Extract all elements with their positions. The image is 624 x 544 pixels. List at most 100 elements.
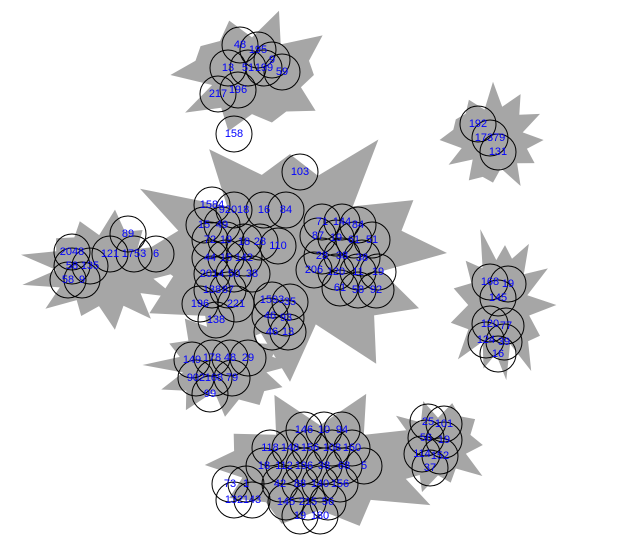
node-label-38: 38 bbox=[356, 252, 368, 264]
node-label-79: 79 bbox=[226, 372, 238, 384]
node-label-93: 93 bbox=[280, 312, 292, 324]
node-label-18: 18 bbox=[258, 460, 270, 472]
node-label-61: 61 bbox=[348, 234, 360, 246]
node-label-35: 35 bbox=[284, 296, 296, 308]
node-label-124: 124 bbox=[477, 334, 495, 346]
node-label-38: 38 bbox=[336, 250, 348, 262]
node-label-15: 15 bbox=[220, 252, 232, 264]
node-label-131: 131 bbox=[489, 146, 507, 158]
node-label-44: 44 bbox=[204, 252, 216, 264]
node-label-215: 215 bbox=[299, 496, 317, 508]
node-label-89: 89 bbox=[122, 228, 134, 240]
node-label-1753: 1753 bbox=[122, 248, 146, 260]
node-label-110: 110 bbox=[269, 240, 287, 252]
node-label-112: 112 bbox=[275, 460, 293, 472]
node-label-68: 68 bbox=[338, 460, 350, 472]
node-label-140: 140 bbox=[311, 478, 329, 490]
node-label-38: 38 bbox=[318, 460, 330, 472]
node-label-72: 72 bbox=[204, 234, 216, 246]
node-label-6: 6 bbox=[153, 248, 159, 260]
node-label-16: 16 bbox=[258, 204, 270, 216]
node-label-160: 160 bbox=[343, 442, 361, 454]
node-label-135: 135 bbox=[81, 260, 99, 272]
node-label-902: 902 bbox=[187, 372, 205, 384]
node-label-84: 84 bbox=[280, 204, 292, 216]
node-label-19: 19 bbox=[330, 232, 342, 244]
node-label-19: 19 bbox=[502, 278, 514, 290]
node-label-73: 73 bbox=[224, 478, 236, 490]
node-label-145: 145 bbox=[277, 496, 295, 508]
node-label-15: 15 bbox=[198, 219, 210, 231]
node-label-61: 61 bbox=[334, 282, 346, 294]
node-label-19: 19 bbox=[220, 234, 232, 246]
node-label-49: 49 bbox=[216, 219, 228, 231]
node-label-1: 1 bbox=[243, 478, 249, 490]
node-label-19: 19 bbox=[294, 510, 306, 522]
node-label-196: 196 bbox=[229, 84, 247, 96]
node-label-101: 101 bbox=[435, 418, 453, 430]
node-label-51: 51 bbox=[242, 62, 254, 74]
node-label-18: 18 bbox=[238, 236, 250, 248]
node-label-132: 132 bbox=[225, 494, 243, 506]
node-label-50: 50 bbox=[228, 268, 240, 280]
node-label-143: 143 bbox=[243, 494, 261, 506]
node-label-42: 42 bbox=[274, 478, 286, 490]
node-label-121: 121 bbox=[101, 248, 119, 260]
node-label-99: 99 bbox=[204, 388, 216, 400]
node-label-118: 118 bbox=[261, 442, 279, 454]
node-label-158: 158 bbox=[225, 128, 243, 140]
node-label-28: 28 bbox=[254, 236, 266, 248]
node-label-13: 13 bbox=[222, 62, 234, 74]
node-label-37: 37 bbox=[424, 462, 436, 474]
node-label-142: 142 bbox=[235, 252, 253, 264]
node-label-206: 206 bbox=[305, 264, 323, 276]
node-label-144: 144 bbox=[333, 216, 351, 228]
node-label-108: 108 bbox=[323, 442, 341, 454]
node-label-168: 168 bbox=[205, 372, 223, 384]
node-label-168: 168 bbox=[481, 276, 499, 288]
node-label-59: 59 bbox=[276, 66, 288, 78]
node-label-221: 221 bbox=[227, 298, 245, 310]
node-label-56: 56 bbox=[420, 432, 432, 444]
node-label-13: 13 bbox=[282, 326, 294, 338]
node-label-148: 148 bbox=[281, 442, 299, 454]
node-label-138: 138 bbox=[203, 284, 221, 296]
node-label-58: 58 bbox=[352, 284, 364, 296]
node-label-138: 138 bbox=[207, 314, 225, 326]
node-label-11: 11 bbox=[352, 266, 363, 278]
node-label-1593: 1593 bbox=[260, 294, 284, 306]
node-label-199: 199 bbox=[255, 62, 273, 74]
node-label-152: 152 bbox=[431, 450, 449, 462]
node-label-10: 10 bbox=[318, 424, 330, 436]
node-label-217: 217 bbox=[209, 88, 227, 100]
node-label-87: 87 bbox=[222, 284, 234, 296]
node-label-84: 84 bbox=[352, 219, 364, 231]
node-label-29: 29 bbox=[242, 352, 254, 364]
node-label-146: 146 bbox=[295, 424, 313, 436]
node-label-46: 46 bbox=[266, 326, 278, 338]
node-label-48: 48 bbox=[234, 39, 246, 51]
node-label-19: 19 bbox=[372, 266, 384, 278]
node-label-51: 51 bbox=[366, 234, 378, 246]
node-label-25: 25 bbox=[422, 416, 434, 428]
node-label-48: 48 bbox=[224, 352, 236, 364]
node-label-28: 28 bbox=[316, 250, 328, 262]
node-label-178: 178 bbox=[203, 352, 221, 364]
node-label-2048: 2048 bbox=[60, 246, 84, 258]
node-label-149: 149 bbox=[183, 354, 201, 366]
node-label-94: 94 bbox=[336, 424, 348, 436]
node-label-39: 39 bbox=[498, 336, 510, 348]
node-label-58: 58 bbox=[62, 274, 74, 286]
node-label-120: 120 bbox=[481, 318, 499, 330]
node-label-87: 87 bbox=[312, 230, 324, 242]
node-label-71: 71 bbox=[316, 216, 328, 228]
node-label-77: 77 bbox=[500, 320, 512, 332]
node-label-156: 156 bbox=[301, 442, 319, 454]
node-label-17379: 17379 bbox=[475, 132, 506, 144]
node-label-180: 180 bbox=[311, 510, 329, 522]
node-label-88: 88 bbox=[294, 478, 306, 490]
node-label-58: 58 bbox=[66, 260, 78, 272]
node-label-192: 192 bbox=[469, 118, 487, 130]
node-label-92: 92 bbox=[370, 284, 382, 296]
network-diagram: 1581921737913148195913511995919621710389… bbox=[0, 0, 624, 544]
